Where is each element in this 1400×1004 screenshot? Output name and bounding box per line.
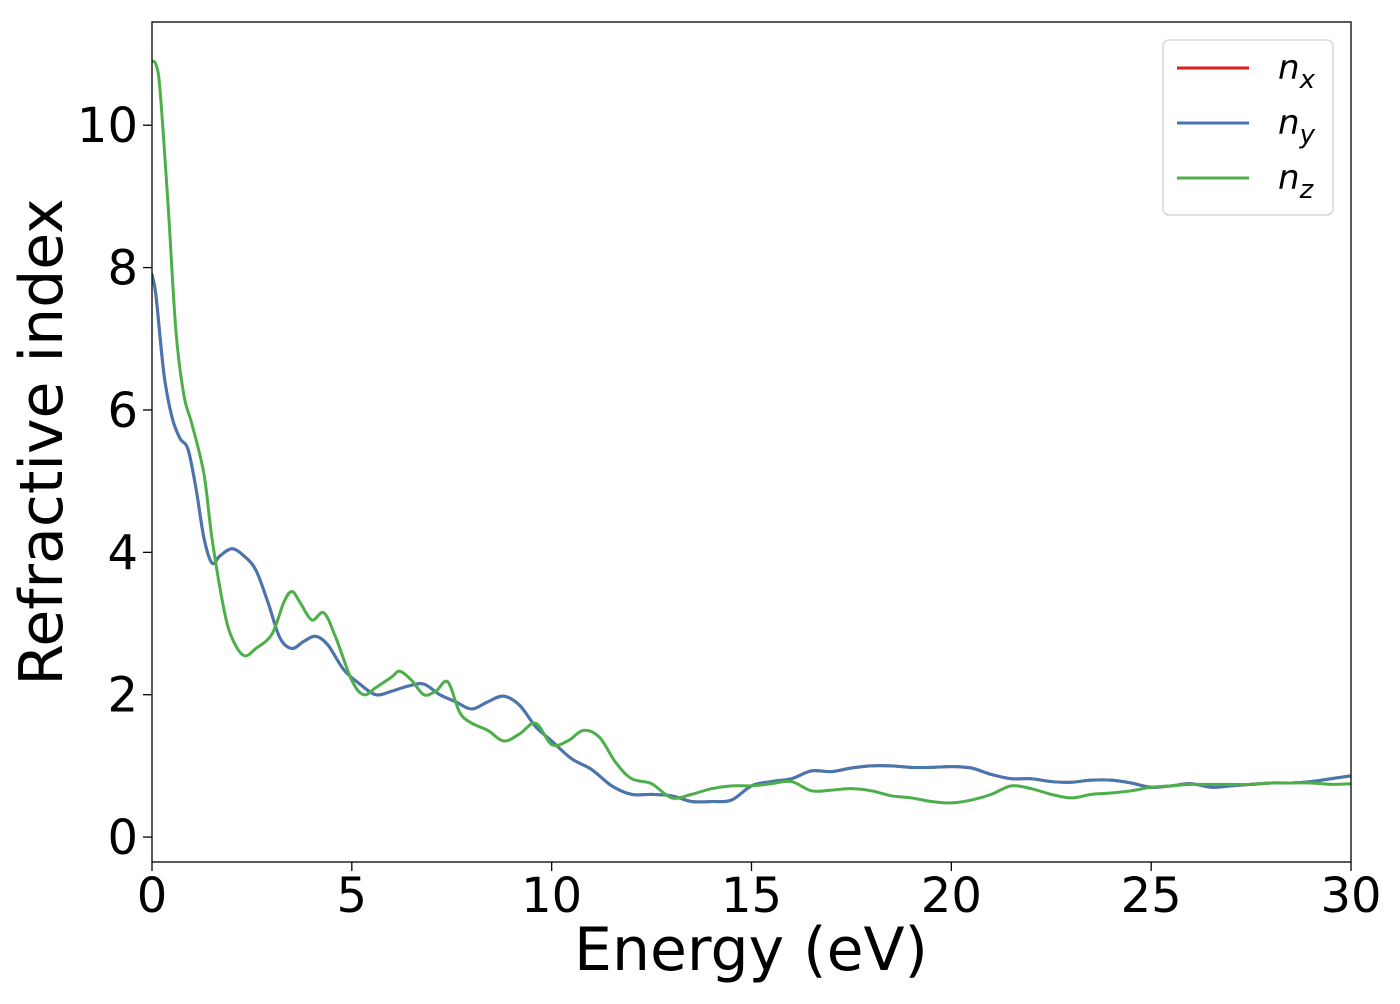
y-tick-label: 0	[107, 810, 138, 866]
y-tick-label: 4	[107, 525, 138, 581]
legend-label: nx	[1278, 48, 1316, 95]
series-line-n-z	[152, 59, 1351, 805]
y-tick-label: 2	[107, 668, 138, 724]
y-axis: 0 2 4 6 8 10	[77, 98, 152, 866]
y-tick-label: 6	[107, 383, 138, 439]
legend: nx ny nz	[1162, 39, 1334, 216]
x-tick-label: 25	[1121, 868, 1182, 924]
legend-label: ny	[1278, 103, 1316, 150]
series-line-n-y	[152, 273, 1351, 804]
x-axis: 0 5 10 15 20 25 30	[137, 862, 1382, 924]
y-tick-label: 8	[107, 241, 138, 297]
x-tick-label: 0	[137, 868, 168, 924]
y-axis-label: Refractive index	[7, 198, 77, 685]
y-tick-label: 10	[77, 98, 138, 154]
series-layer	[152, 59, 1351, 805]
x-axis-label: Energy (eV)	[574, 915, 928, 985]
x-tick-label: 15	[721, 868, 782, 924]
x-tick-label: 30	[1320, 868, 1381, 924]
x-tick-label: 5	[337, 868, 368, 924]
x-tick-label: 10	[521, 868, 582, 924]
legend-label: nz	[1278, 158, 1315, 205]
x-tick-label: 20	[921, 868, 982, 924]
legend-box	[1162, 39, 1334, 216]
